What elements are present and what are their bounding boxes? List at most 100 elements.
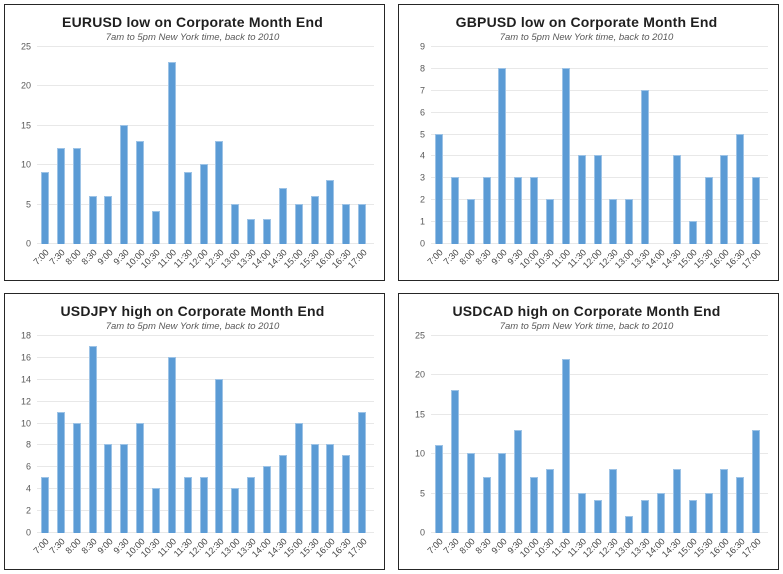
y-tick-label: 0 [419,527,425,538]
y-axis: 0 5 10 15 20 25 [405,331,431,537]
y-tick-label: 10 [414,448,425,459]
bar-slot [447,47,463,244]
gridline [37,444,374,446]
bar [498,453,507,533]
bar-slot [354,47,370,244]
gridline [431,46,768,47]
bar-slot [307,47,323,244]
bar [545,199,554,244]
bar-slot [164,336,180,533]
bar-slot [685,336,701,533]
y-tick-label: 12 [20,396,31,407]
chart-body: 0 5 10 15 20 25 7:00 7:30 8:00 8:30 9:00 9:30 10:00 1… [11,42,374,280]
bar [136,422,145,533]
chart-panel: GBPUSD low on Corporate Month End 7am to … [398,4,779,281]
y-tick-label: 8 [419,63,425,74]
bar [262,219,271,244]
bar [151,211,160,244]
bar [752,177,761,244]
bar [342,455,351,533]
bar-slot [243,47,259,244]
y-tick-label: 0 [419,238,425,249]
bar [736,133,745,244]
bar-slot [637,336,653,533]
bar [530,476,539,533]
y-tick-label: 6 [419,107,425,118]
plot-area [37,335,374,533]
bar [358,203,367,244]
x-slot: 17:00 [345,533,370,569]
bar-slot [479,336,495,533]
gridline [431,67,768,69]
bars-group [37,336,370,533]
bar [120,444,129,533]
y-tick-label: 15 [414,409,425,420]
bar-slot [748,336,764,533]
plot-column: 7:00 7:30 8:00 8:30 9:00 9:30 10:00 10:30 11:00 1… [32,335,374,569]
chart-title: GBPUSD low on Corporate Month End [455,14,718,30]
gridline [37,46,374,47]
gridline [431,111,768,113]
gridline [37,400,374,402]
bar-slot [590,336,606,533]
bar-slot [180,47,196,244]
bar [593,500,602,533]
bar-slot [180,336,196,533]
bar-slot [132,336,148,533]
bar [247,219,256,244]
bar [466,453,475,533]
gridline [431,453,768,455]
plot-area [431,335,768,533]
bar [72,148,81,244]
bar [151,488,160,533]
gridline [431,492,768,494]
bar [450,177,459,244]
bar-slot [116,336,132,533]
bar [167,61,176,244]
bar [247,477,256,533]
bar [262,466,271,533]
bar [561,67,570,244]
bar-slot [338,47,354,244]
x-slot: 17:00 [739,533,764,569]
bar-slot [732,336,748,533]
bar [326,179,335,244]
bar-slot [526,47,542,244]
bar [294,203,303,244]
bar-slot [227,47,243,244]
y-tick-label: 0 [25,527,31,538]
bar [40,477,49,533]
bar-slot [196,336,212,533]
y-tick-label: 25 [20,41,31,52]
gridline [37,124,374,126]
bar [641,89,650,244]
plot-area [37,46,374,244]
bar-slot [259,47,275,244]
bar [215,378,224,533]
bar-slot [447,336,463,533]
y-tick-label: 7 [419,85,425,96]
x-axis: 7:00 7:30 8:00 8:30 9:00 9:30 10:00 10:30 11:00 1… [32,533,370,569]
y-tick-label: 0 [25,238,31,249]
bar-slot [542,47,558,244]
y-tick-label: 5 [419,129,425,140]
bar [104,444,113,533]
chart-subtitle: 7am to 5pm New York time, back to 2010 [105,32,280,43]
y-axis: 0 5 10 15 20 25 [11,42,37,248]
y-tick-label: 15 [20,120,31,131]
bar-slot [243,336,259,533]
bar-slot [116,47,132,244]
bar-slot [431,336,447,533]
chart-subtitle: 7am to 5pm New York time, back to 2010 [499,32,674,43]
gridline [431,413,768,415]
bar [530,177,539,244]
bar-slot [669,47,685,244]
bar-slot [558,47,574,244]
bar [641,500,650,533]
y-tick-label: 1 [419,216,425,227]
gridline [37,335,374,336]
bar [278,455,287,533]
plot-area [431,46,768,244]
bar [450,390,459,533]
bar [736,476,745,533]
